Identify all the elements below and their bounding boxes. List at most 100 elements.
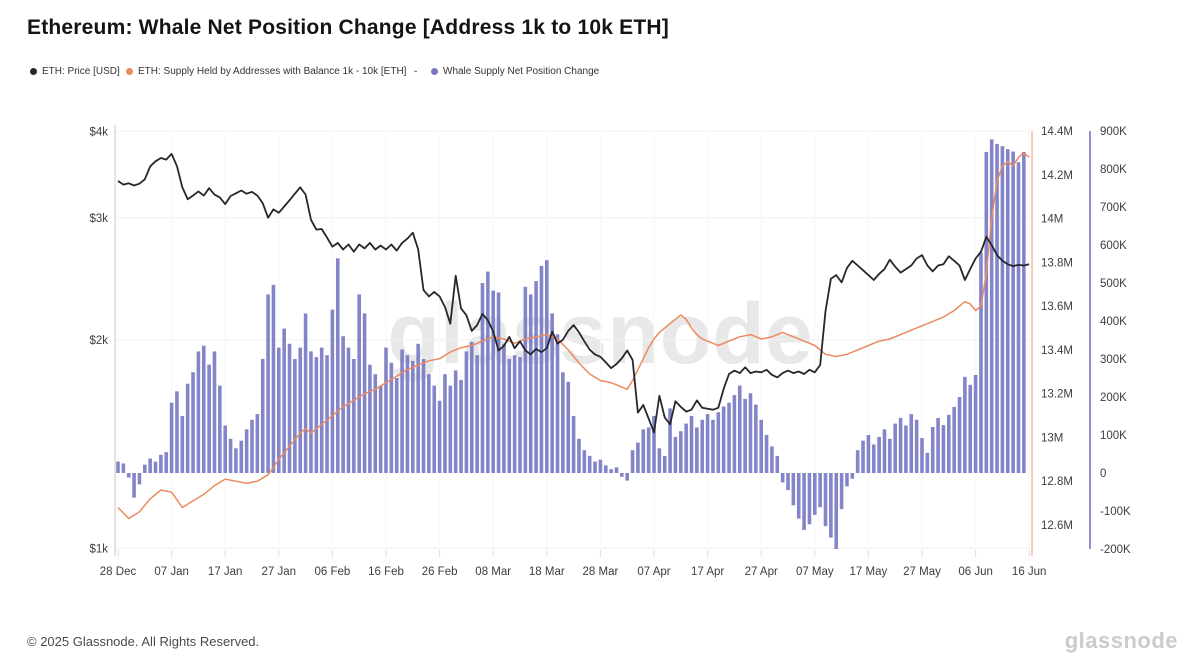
net-position-bar — [802, 473, 806, 530]
net-position-bar — [277, 347, 281, 473]
net-position-bar — [780, 473, 785, 483]
svg-text:28 Dec: 28 Dec — [100, 566, 137, 578]
svg-text:400K: 400K — [1100, 316, 1127, 328]
net-position-bar — [668, 408, 672, 473]
supply-series-dot-icon — [126, 68, 133, 75]
svg-text:18 Mar: 18 Mar — [529, 566, 565, 578]
net-position-bar — [293, 359, 297, 473]
net-position-bar — [394, 378, 399, 473]
svg-text:0: 0 — [1100, 468, 1106, 480]
net-position-bar — [427, 374, 431, 473]
net-position-bar — [341, 336, 345, 473]
svg-text:17 Apr: 17 Apr — [691, 566, 724, 578]
net-position-bar — [759, 419, 763, 473]
net-position-bar — [507, 359, 512, 473]
net-position-bar — [721, 406, 726, 473]
svg-text:13.6M: 13.6M — [1041, 301, 1073, 313]
net-position-bar — [577, 438, 581, 473]
net-position-bar — [813, 473, 817, 515]
net-position-bar — [796, 473, 801, 519]
net-position-bar — [898, 417, 903, 473]
legend-item-supply[interactable]: ETH: Supply Held by Addresses with Balan… — [126, 66, 406, 77]
net-position-bar — [732, 395, 737, 473]
price-series-dot-icon — [30, 68, 37, 75]
net-position-bar — [807, 473, 812, 525]
supply-axis: 14.4M 14.2M 14M 13.8M 13.6M 13.4M 13.2M 13M 12.8… — [1031, 126, 1073, 556]
svg-text:27 Apr: 27 Apr — [745, 566, 778, 578]
net-position-bar — [266, 294, 270, 473]
net-position-bar — [995, 143, 999, 474]
svg-text:600K: 600K — [1100, 240, 1127, 252]
net-position-bar — [646, 427, 651, 473]
net-position-bar — [303, 313, 308, 473]
svg-text:-100K: -100K — [1100, 506, 1131, 518]
net-position-bar — [952, 406, 956, 473]
net-position-bar — [185, 383, 190, 473]
net-position-bar — [432, 385, 437, 473]
price-line[interactable] — [117, 152, 1030, 434]
net-position-bar — [287, 343, 292, 473]
net-position-bar — [561, 372, 565, 473]
net-position-bar — [453, 370, 458, 473]
net-position-bar — [930, 427, 935, 473]
net-position-bar — [159, 454, 163, 473]
net-position-bar — [228, 438, 233, 473]
net-position-bar — [550, 313, 554, 473]
net-position-bar — [711, 419, 715, 473]
net-position-bar — [705, 414, 710, 473]
net-position-bars[interactable] — [116, 139, 1026, 549]
svg-text:14M: 14M — [1041, 214, 1063, 226]
net-position-bar — [689, 416, 694, 473]
net-position-bar — [791, 473, 796, 506]
net-position-bar — [657, 448, 662, 473]
net-position-bar — [914, 419, 919, 473]
net-position-bar — [743, 398, 747, 473]
svg-text:16 Jun: 16 Jun — [1012, 566, 1047, 578]
x-axis: 28 Dec 07 Jan 17 Jan 27 Jan 06 Feb 16 Feb 26 F… — [100, 550, 1047, 578]
legend-label-price: ETH: Price [USD] — [42, 66, 120, 77]
copyright-text: © 2025 Glassnode. All Rights Reserved. — [27, 634, 260, 649]
svg-text:13M: 13M — [1041, 432, 1063, 444]
net-position-bar — [352, 359, 356, 473]
svg-text:27 May: 27 May — [903, 566, 941, 578]
net-position-bar — [512, 355, 517, 473]
net-position-bar — [459, 379, 463, 473]
legend-item-net-position[interactable]: Whale Supply Net Position Change — [431, 66, 599, 77]
net-position-bar — [877, 436, 881, 473]
net-position-bar — [1022, 151, 1026, 473]
net-position-bar — [480, 283, 485, 473]
legend-item-price[interactable]: ETH: Price [USD] — [30, 66, 120, 77]
net-position-bar — [679, 431, 683, 473]
net-position-bar — [201, 345, 206, 473]
svg-text:28 Mar: 28 Mar — [583, 566, 619, 578]
legend-label-net-position: Whale Supply Net Position Change — [443, 66, 600, 77]
legend-label-supply: ETH: Supply Held by Addresses with Balan… — [138, 66, 407, 77]
page-title: Ethereum: Whale Net Position Change [Add… — [27, 16, 669, 39]
net-position-bar — [132, 473, 136, 498]
svg-text:900K: 900K — [1100, 126, 1127, 138]
net-position-bar — [925, 452, 930, 473]
net-position-bar — [727, 402, 731, 473]
net-position-bar — [984, 151, 989, 473]
net-position-bar — [845, 473, 849, 487]
net-position-bar — [496, 292, 501, 473]
net-position-bar — [748, 393, 753, 473]
net-position-bar — [593, 461, 597, 473]
net-position-bar — [571, 416, 576, 473]
price-axis: $4k $3k $2k $1k — [89, 125, 116, 556]
net-position-bar — [309, 351, 313, 473]
net-position-bar — [888, 438, 892, 473]
svg-text:$2k: $2k — [89, 335, 108, 347]
supply-line[interactable] — [117, 152, 1030, 520]
svg-text:17 May: 17 May — [850, 566, 888, 578]
svg-text:12.6M: 12.6M — [1041, 520, 1073, 532]
svg-text:13.2M: 13.2M — [1041, 389, 1073, 401]
net-position-bar — [834, 473, 839, 549]
net-position-bar — [207, 364, 211, 473]
svg-text:12.8M: 12.8M — [1041, 476, 1073, 488]
net-position-bar — [502, 343, 506, 473]
net-position-bar — [357, 294, 361, 473]
net-position-bar — [855, 450, 860, 473]
